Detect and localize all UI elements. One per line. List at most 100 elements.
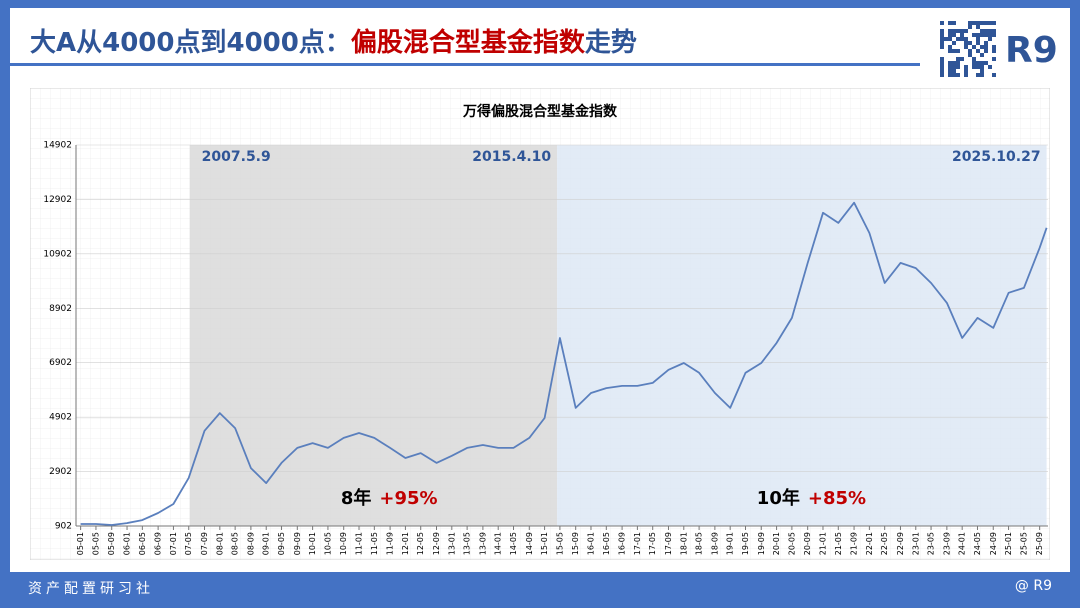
qr-cell bbox=[980, 61, 984, 65]
x-tick-label: 14-01 bbox=[494, 532, 503, 555]
x-tick-label: 20-09 bbox=[803, 532, 812, 555]
x-tick-label: 11-05 bbox=[370, 532, 379, 555]
x-tick-label: 09-01 bbox=[262, 532, 271, 555]
x-tick-label: 22-01 bbox=[865, 532, 874, 555]
x-tick-label: 09-05 bbox=[277, 532, 286, 555]
x-tick-label: 07-09 bbox=[200, 532, 209, 555]
qr-cell bbox=[992, 57, 996, 61]
x-tick-label: 11-01 bbox=[355, 532, 364, 555]
qr-cell bbox=[948, 29, 952, 33]
qr-cell bbox=[992, 29, 996, 33]
x-tick-label: 25-09 bbox=[1035, 532, 1044, 555]
x-tick-label: 05-05 bbox=[91, 532, 100, 555]
x-tick-label: 19-05 bbox=[741, 532, 750, 555]
qr-cell bbox=[976, 49, 980, 53]
qr-cell bbox=[992, 49, 996, 53]
qr-cell bbox=[984, 21, 988, 25]
x-tick-label: 14-09 bbox=[525, 532, 534, 555]
chart-title: 万得偏股混合型基金指数 bbox=[462, 103, 618, 120]
qr-cell bbox=[940, 29, 944, 33]
qr-cell bbox=[984, 45, 988, 49]
x-tick-label: 13-05 bbox=[463, 532, 472, 555]
x-tick-label: 17-09 bbox=[664, 532, 673, 555]
x-tick-label: 19-01 bbox=[726, 532, 735, 555]
x-tick-label: 07-05 bbox=[184, 532, 193, 555]
x-tick-label: 06-09 bbox=[154, 532, 163, 555]
x-tick-label: 16-01 bbox=[586, 532, 595, 555]
x-tick-label: 07-01 bbox=[169, 532, 178, 555]
qr-cell bbox=[976, 37, 980, 41]
title-part: 走势 bbox=[584, 28, 637, 58]
qr-cell bbox=[964, 41, 968, 45]
change-label: +85% bbox=[808, 488, 866, 509]
qr-cell bbox=[948, 37, 952, 41]
qr-cell bbox=[940, 57, 944, 61]
qr-cell bbox=[948, 69, 952, 73]
qr-cell bbox=[976, 65, 980, 69]
qr-cell bbox=[984, 49, 988, 53]
qr-cell bbox=[952, 61, 956, 65]
qr-cell bbox=[988, 65, 992, 69]
qr-code bbox=[940, 21, 996, 77]
x-tick-label: 17-01 bbox=[633, 532, 642, 555]
x-tick-label: 12-05 bbox=[416, 532, 425, 555]
qr-cell bbox=[960, 57, 964, 61]
x-tick-label: 12-01 bbox=[401, 532, 410, 555]
x-tick-label: 18-09 bbox=[710, 532, 719, 555]
y-tick-label: 2902 bbox=[49, 467, 72, 477]
x-tick-label: 11-09 bbox=[386, 532, 395, 555]
qr-cell bbox=[956, 65, 960, 69]
qr-cell bbox=[988, 29, 992, 33]
qr-cell bbox=[980, 53, 984, 57]
qr-cell bbox=[948, 65, 952, 69]
x-tick-label: 23-01 bbox=[911, 532, 920, 555]
qr-cell bbox=[968, 25, 972, 29]
qr-cell bbox=[952, 29, 956, 33]
qr-cell bbox=[952, 73, 956, 77]
qr-cell bbox=[948, 49, 952, 53]
qr-cell bbox=[992, 45, 996, 49]
qr-cell bbox=[980, 29, 984, 33]
qr-cell bbox=[964, 65, 968, 69]
x-tick-label: 19-09 bbox=[757, 532, 766, 555]
qr-cell bbox=[940, 61, 944, 65]
shaded-region bbox=[557, 145, 1047, 526]
slide-body: 大A从4000点到4000点：偏股混合型基金指数走势 R9 万得偏股混合型基金指… bbox=[10, 8, 1070, 572]
duration-label: 10年 bbox=[757, 487, 800, 509]
y-tick-label: 902 bbox=[55, 522, 72, 532]
x-tick-label: 24-01 bbox=[958, 532, 967, 555]
x-tick-label: 15-01 bbox=[540, 532, 549, 555]
qr-cell bbox=[976, 61, 980, 65]
qr-cell bbox=[940, 33, 944, 37]
qr-cell bbox=[956, 49, 960, 53]
qr-cell bbox=[984, 61, 988, 65]
qr-cell bbox=[956, 73, 960, 77]
qr-cell bbox=[944, 37, 948, 41]
x-tick-label: 15-05 bbox=[555, 532, 564, 555]
qr-cell bbox=[980, 65, 984, 69]
qr-cell bbox=[948, 73, 952, 77]
qr-cell bbox=[964, 37, 968, 41]
x-tick-label: 24-09 bbox=[989, 532, 998, 555]
qr-cell bbox=[952, 33, 956, 37]
qr-cell bbox=[992, 73, 996, 77]
y-tick-label: 10902 bbox=[43, 249, 72, 259]
qr-cell bbox=[972, 61, 976, 65]
x-tick-label: 22-05 bbox=[880, 532, 889, 555]
qr-cell bbox=[968, 53, 972, 57]
qr-cell bbox=[980, 45, 984, 49]
qr-cell bbox=[988, 37, 992, 41]
x-tick-label: 10-01 bbox=[308, 532, 317, 555]
x-tick-label: 08-05 bbox=[231, 532, 240, 555]
x-tick-label: 06-05 bbox=[138, 532, 147, 555]
qr-cell bbox=[948, 61, 952, 65]
chart: 万得偏股混合型基金指数 902 2902 4902 6902 8902 10902 1290… bbox=[30, 88, 1050, 560]
x-tick-label: 06-01 bbox=[123, 532, 132, 555]
qr-cell bbox=[960, 33, 964, 37]
x-tick-label: 25-05 bbox=[1019, 532, 1028, 555]
qr-cell bbox=[940, 73, 944, 77]
x-tick-label: 16-05 bbox=[602, 532, 611, 555]
index-line bbox=[80, 201, 1048, 526]
qr-cell bbox=[972, 33, 976, 37]
x-tick-label: 25-01 bbox=[1004, 532, 1013, 555]
